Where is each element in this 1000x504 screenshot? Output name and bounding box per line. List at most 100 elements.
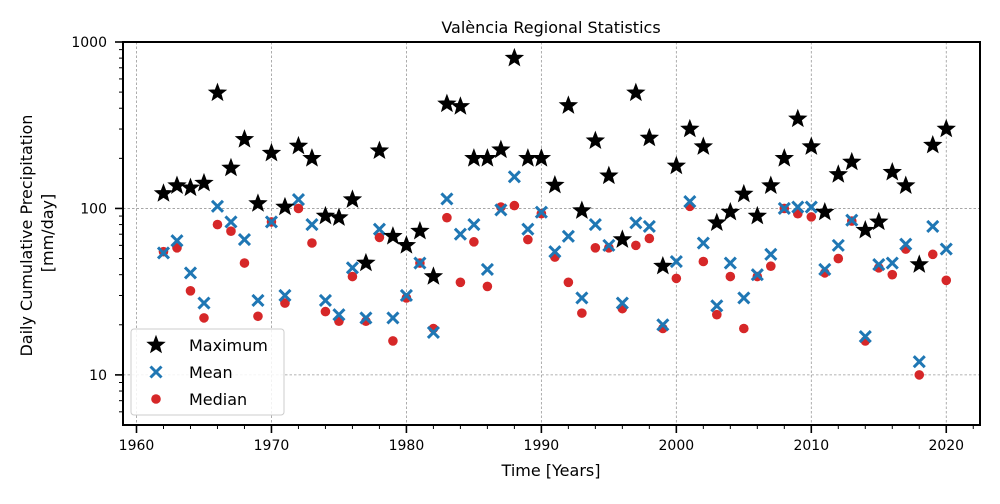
mean-point [318,293,333,308]
maximum-point [639,127,660,147]
mean-point [305,218,319,232]
maximum-point [626,82,646,102]
maximum-point [923,134,943,154]
median-point [766,261,776,271]
legend-label: Median [189,390,247,409]
maximum-point [882,162,902,181]
median-point [253,311,263,322]
mean-point [507,170,521,184]
chart-title: València Regional Statistics [441,18,660,37]
maximum-point [666,155,687,175]
median-point [577,308,587,318]
maximum-point [342,189,363,208]
mean-point [561,229,575,243]
maximum-point [761,175,781,194]
median-point [293,203,304,214]
mean-point [696,236,710,250]
x-tick-label: 2010 [793,438,829,454]
y-axis-label-line-1: Daily Cumulative Precipitation [17,115,36,357]
mean-point [669,254,683,269]
median-point [725,271,736,282]
mean-point [480,262,494,277]
maximum-point [423,266,444,285]
mean-point [264,215,279,229]
mean-point [737,291,751,305]
maximum-point [518,148,538,167]
median-point [185,286,196,296]
mean-point [453,227,467,241]
x-tick-label: 1980 [389,438,425,454]
legend-item: Maximum [146,334,268,355]
mean-point [791,200,805,214]
mean-point [818,262,832,277]
mean-point [237,233,252,247]
maximum-point [572,200,592,219]
median-point [523,234,533,245]
mean-point [197,296,211,310]
median-point [212,219,223,230]
mean-point [494,203,508,217]
maximum-point [747,205,768,225]
mean-point [912,355,926,369]
maximum-point [261,142,282,162]
median-point [712,309,722,320]
maximum-point [855,220,875,239]
maximum-point [356,252,376,272]
mean-point [656,318,670,332]
maximum-point [383,226,403,245]
mean-point [399,288,413,303]
maximum-point [612,229,633,248]
maximum-point [693,136,714,155]
maximum-point [680,118,700,138]
mean-point [467,218,481,232]
maximum-point [558,95,579,114]
median-point [469,237,479,247]
maximum-point [450,96,471,115]
maximum-point [234,129,255,148]
median-point [374,232,385,243]
maximum-point [734,183,754,203]
mean-point [885,256,899,270]
mean-point [642,219,656,233]
legend: Maximum Mean Median [130,328,285,416]
mean-point [804,200,818,214]
maximum-point [315,205,336,225]
mean-point [602,238,616,252]
mean-point [426,325,440,339]
median-point [320,306,331,317]
mean-point [386,311,400,325]
mean-point [534,205,548,219]
maximum-point [653,255,673,275]
maximum-point [801,136,821,155]
maximum-point [410,221,430,240]
mean-point [251,293,265,308]
mean-point [548,245,562,259]
mean-point [615,296,629,310]
mean-point [723,256,737,270]
maximum-point [869,211,889,231]
y-tick-label: 1000 [71,35,107,51]
mean-point [831,238,845,252]
mean-point [210,199,225,213]
mean-point [845,213,859,227]
maximum-point [531,148,552,167]
median-point [698,256,709,267]
median-point [307,238,317,248]
legend-box [130,328,285,416]
mean-point [764,247,778,261]
mean-point [750,268,764,282]
maximum-point [329,207,349,226]
median-point [806,212,817,222]
x-tick-label: 2020 [928,438,964,454]
median-point [226,226,236,236]
x-tick-label: 2000 [659,438,695,454]
maximum-point [167,175,187,194]
maximum-point [815,201,835,221]
median-point [199,313,209,323]
mean-point [710,299,724,313]
mean-point [372,222,386,236]
mean-point [413,256,427,270]
maximum-point [477,148,498,167]
maximum-point [909,254,929,273]
